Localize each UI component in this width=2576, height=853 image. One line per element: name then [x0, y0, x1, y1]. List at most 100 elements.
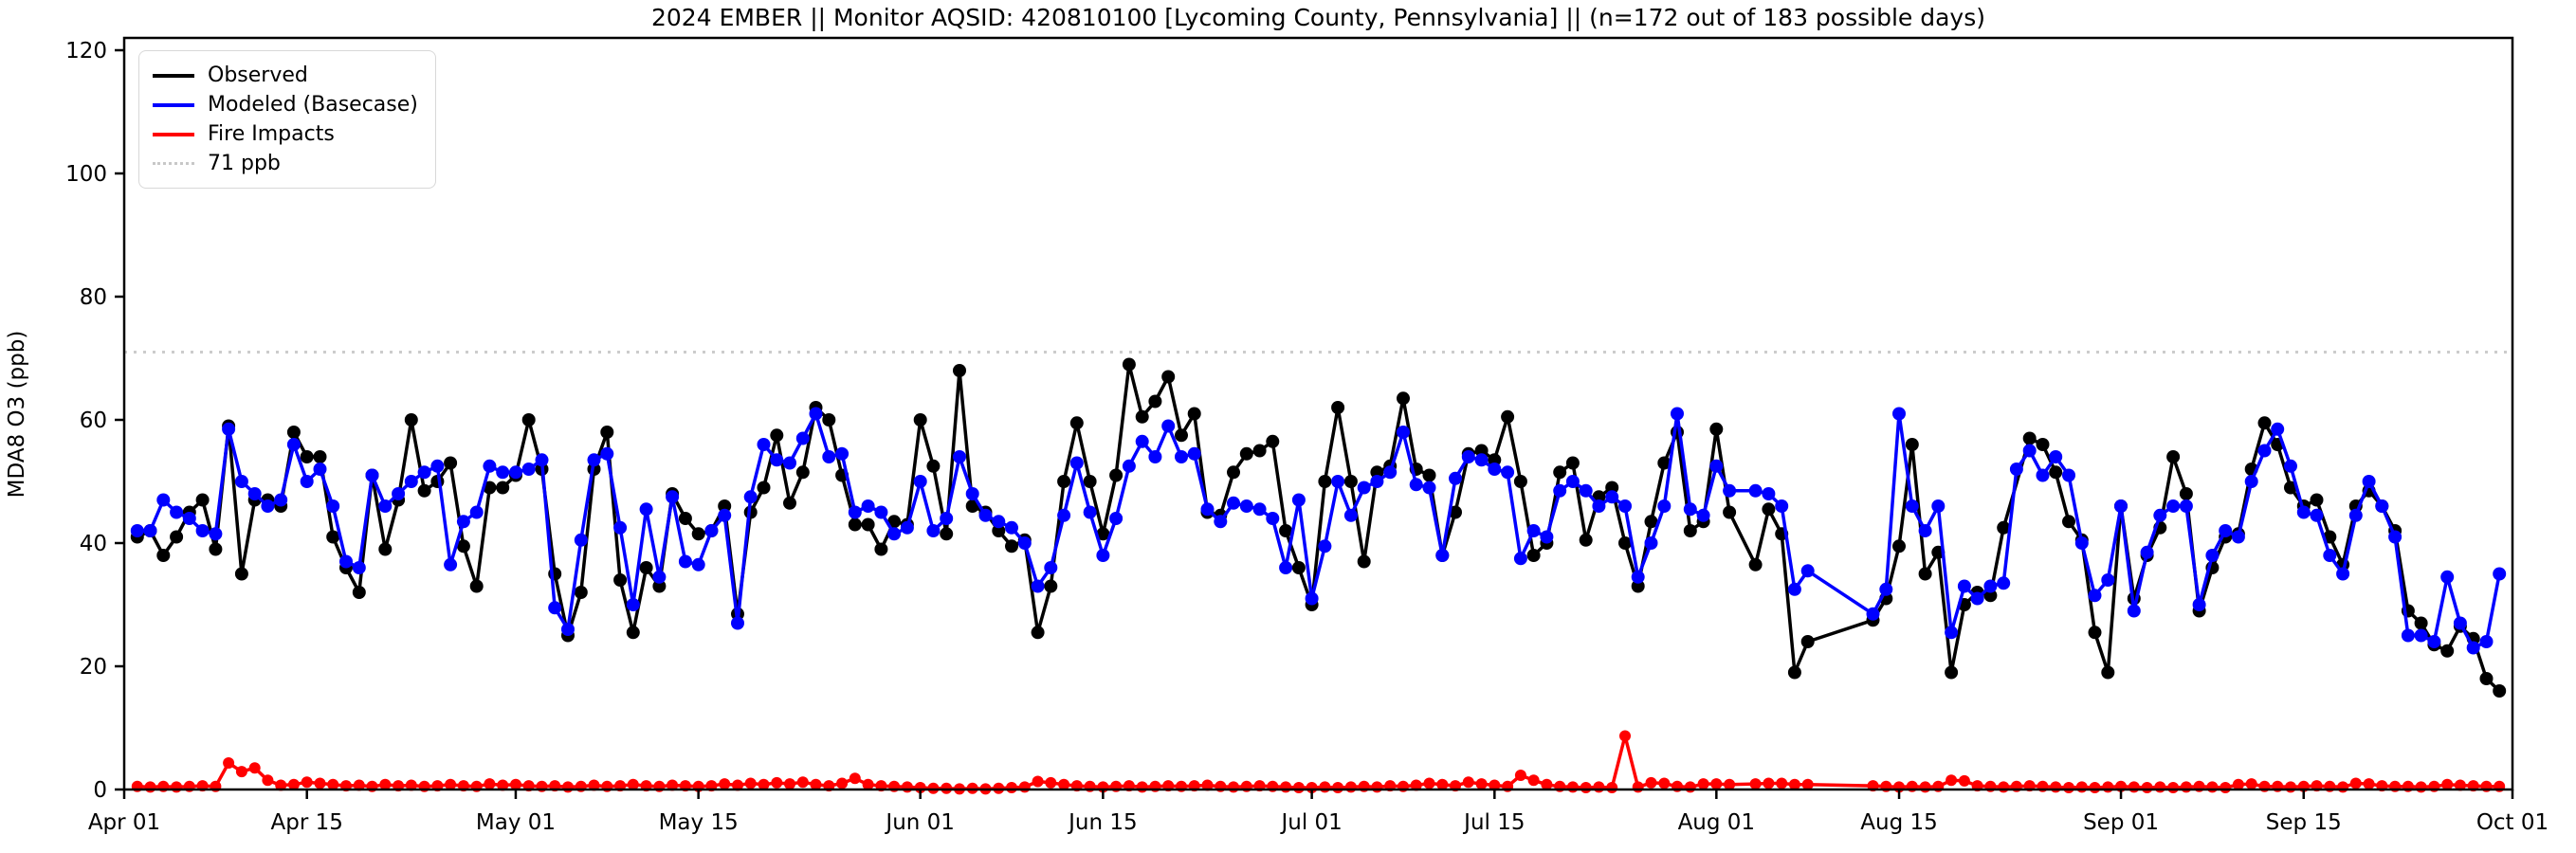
data-point: [1136, 781, 1148, 793]
data-point: [1357, 554, 1371, 569]
data-point: [2167, 782, 2180, 793]
data-point: [2231, 530, 2245, 544]
data-point: [2192, 598, 2206, 611]
data-point: [743, 490, 758, 504]
data-point: [626, 626, 640, 640]
data-point: [2062, 515, 2075, 529]
data-point: [2022, 444, 2037, 458]
data-point: [966, 782, 978, 794]
data-point: [1280, 781, 1292, 793]
data-point: [430, 459, 445, 473]
data-point: [2009, 463, 2023, 476]
data-point: [2493, 567, 2507, 581]
data-point: [1005, 520, 1018, 535]
data-point: [248, 762, 261, 774]
data-point: [900, 520, 914, 535]
x-tick-label: May 15: [659, 810, 739, 835]
x-tick-label: Jul 15: [1462, 810, 1525, 835]
data-point: [874, 505, 888, 519]
data-point: [195, 524, 210, 537]
data-point: [235, 766, 247, 778]
data-point: [1579, 483, 1593, 498]
data-point: [2075, 781, 2088, 793]
data-point: [1058, 778, 1070, 790]
data-point: [1279, 524, 1293, 537]
data-point: [1083, 505, 1097, 519]
data-point: [1135, 409, 1149, 424]
data-point: [836, 777, 849, 789]
data-point: [1748, 483, 1763, 498]
modeled-line-swatch: [153, 102, 194, 107]
data-point: [1788, 778, 1800, 790]
data-point: [1319, 781, 1331, 793]
data-point: [587, 453, 601, 467]
data-point: [496, 481, 510, 495]
data-point: [1227, 496, 1240, 510]
data-point: [2062, 468, 2075, 482]
data-point: [953, 450, 966, 463]
data-point: [378, 499, 393, 513]
data-point: [1919, 781, 1931, 793]
data-point: [234, 475, 248, 488]
data-point: [1461, 450, 1475, 463]
data-point: [2050, 781, 2062, 793]
data-point: [691, 527, 705, 541]
data-point: [1565, 456, 1580, 470]
data-point: [1606, 782, 1618, 793]
data-point: [1931, 499, 1946, 513]
data-point: [1526, 549, 1541, 562]
data-point: [1475, 778, 1488, 790]
data-point: [1096, 527, 1110, 541]
data-point: [822, 413, 836, 426]
data-point: [926, 459, 941, 473]
data-point: [143, 524, 157, 537]
y-tick-label: 80: [80, 285, 107, 310]
y-tick-label: 0: [93, 778, 107, 803]
data-point: [274, 493, 288, 507]
data-point: [796, 776, 809, 789]
data-point: [1031, 579, 1045, 593]
x-tick-label: Apr 15: [271, 810, 343, 835]
data-point: [600, 446, 614, 461]
legend-label: 71 ppb: [208, 152, 281, 175]
data-point: [326, 530, 340, 544]
data-point: [1513, 552, 1527, 566]
data-point: [1580, 782, 1592, 793]
data-point: [941, 782, 953, 794]
data-point: [783, 496, 796, 510]
data-point: [2219, 524, 2233, 537]
data-point: [1318, 539, 1332, 554]
data-point: [1724, 778, 1736, 790]
data-point: [1266, 512, 1280, 525]
data-point: [2479, 635, 2494, 648]
data-point: [770, 428, 784, 443]
data-point: [1436, 778, 1449, 790]
data-point: [352, 561, 366, 574]
data-point: [2310, 508, 2324, 522]
data-point: [1945, 665, 1959, 680]
data-point: [2232, 778, 2244, 790]
data-point: [704, 524, 719, 537]
data-point: [2349, 777, 2362, 789]
data-point: [1632, 781, 1644, 793]
data-point: [667, 779, 679, 791]
data-point: [2049, 465, 2063, 480]
data-point: [1239, 499, 1253, 513]
data-point: [1017, 536, 1032, 550]
data-point: [261, 499, 275, 513]
data-point: [1618, 499, 1632, 513]
data-point: [2101, 573, 2115, 587]
data-point: [1683, 502, 1697, 517]
data-point: [1422, 468, 1436, 482]
data-point: [1069, 456, 1084, 470]
data-point: [1045, 776, 1057, 789]
data-point: [953, 364, 966, 377]
data-point: [2285, 781, 2296, 793]
data-point: [1135, 434, 1149, 448]
data-point: [1605, 490, 1619, 504]
x-tick-label: Sep 01: [2083, 810, 2159, 835]
observed-line: [137, 362, 2501, 693]
data-point: [2440, 570, 2455, 584]
y-tick-label: 120: [65, 39, 107, 64]
data-point: [1488, 463, 1502, 476]
